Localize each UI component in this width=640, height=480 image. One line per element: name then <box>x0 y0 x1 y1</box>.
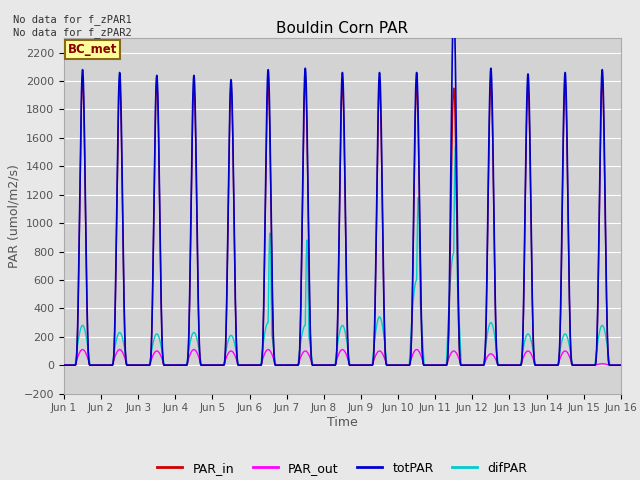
Y-axis label: PAR (umol/m2/s): PAR (umol/m2/s) <box>8 164 21 268</box>
Text: BC_met: BC_met <box>68 43 118 56</box>
Text: No data for f_zPAR1
No data for f_zPAR2: No data for f_zPAR1 No data for f_zPAR2 <box>13 14 132 38</box>
Legend: PAR_in, PAR_out, totPAR, difPAR: PAR_in, PAR_out, totPAR, difPAR <box>152 456 532 480</box>
Title: Bouldin Corn PAR: Bouldin Corn PAR <box>276 21 408 36</box>
X-axis label: Time: Time <box>327 416 358 429</box>
